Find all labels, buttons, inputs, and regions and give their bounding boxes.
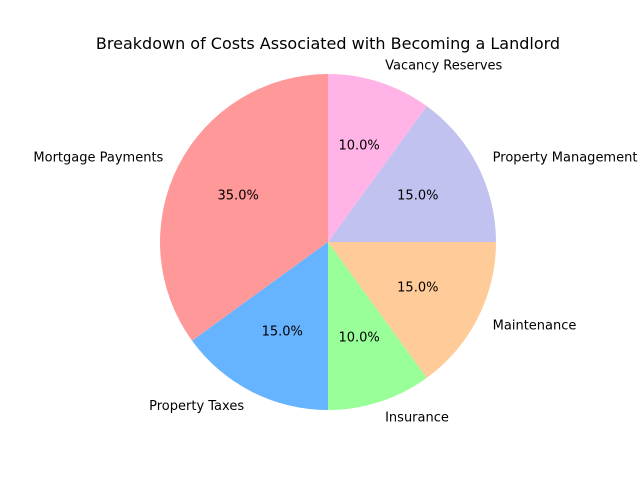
slice-mortgage-payments (160, 74, 328, 341)
chart-title: Breakdown of Costs Associated with Becom… (96, 34, 560, 53)
percent-label-maintenance: 15.0% (397, 280, 438, 295)
slice-vacancy-reserves (328, 74, 427, 242)
percent-label-mortgage-payments: 35.0% (218, 189, 259, 204)
percent-label-property-taxes: 15.0% (262, 324, 303, 339)
slice-property-management (328, 106, 496, 242)
slice-maintenance (328, 242, 496, 378)
pie-slices (160, 74, 496, 410)
category-label-mortgage-payments: Mortgage Payments (33, 151, 163, 166)
category-label-insurance: Insurance (385, 410, 449, 425)
category-label-property-taxes: Property Taxes (149, 399, 244, 414)
pie-labels: Mortgage Payments 35.0% Property Taxes 15.0… (33, 59, 637, 426)
category-label-maintenance: Maintenance (493, 318, 577, 333)
percent-label-vacancy-reserves: 10.0% (338, 139, 379, 154)
slice-property-taxes (192, 242, 328, 410)
category-label-vacancy-reserves: Vacancy Reserves (385, 59, 502, 74)
percent-label-property-management: 15.0% (397, 189, 438, 204)
slice-insurance (328, 242, 427, 410)
category-label-property-management: Property Management (493, 151, 638, 166)
percent-label-insurance: 10.0% (338, 330, 379, 345)
